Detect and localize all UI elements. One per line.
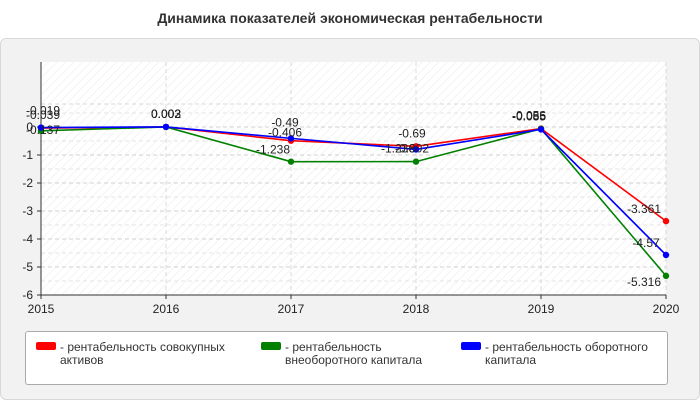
- legend-swatch-blue: [461, 342, 481, 350]
- legend-label: - рентабельность совокупных активов: [60, 340, 225, 367]
- data-point: [537, 126, 545, 133]
- x-tick-label: 2020: [653, 302, 680, 316]
- data-point: [287, 158, 295, 165]
- data-label: -0.802: [395, 141, 429, 155]
- y-tick-label: 0: [26, 120, 33, 134]
- data-label: -0.056: [512, 109, 546, 123]
- data-label: -3.361: [627, 202, 661, 216]
- legend-swatch-red: [36, 342, 56, 350]
- data-point: [662, 272, 670, 280]
- legend-label: - рентабельность оборотного капитала: [485, 340, 648, 367]
- data-point: [412, 158, 420, 165]
- data-label: 0.003: [151, 107, 181, 121]
- data-label: -0.039: [26, 108, 60, 122]
- data-point: [37, 124, 45, 131]
- legend-swatch-green: [261, 342, 281, 350]
- chart-title: Динамика показателей экономическая рента…: [157, 10, 543, 26]
- data-label: -0.019: [26, 104, 60, 118]
- data-point: [162, 123, 170, 131]
- data-label: -0.065: [512, 109, 546, 123]
- data-label: -4.57: [632, 236, 660, 250]
- data-point: [412, 146, 420, 153]
- y-tick-label: -5: [22, 260, 33, 274]
- data-label: 0.002: [151, 107, 181, 121]
- data-point: [662, 251, 670, 259]
- y-tick-label: -6: [22, 288, 33, 302]
- plot-area-hatch: [41, 62, 666, 295]
- legend-label: - рентабельность внеоборотного капитала: [285, 340, 422, 367]
- y-tick-label: -2: [22, 176, 33, 190]
- data-label: -0.085: [512, 109, 546, 123]
- data-label: -0.137: [26, 123, 60, 137]
- x-tick-label: 2017: [278, 302, 305, 316]
- data-label: -1.236: [381, 142, 415, 156]
- data-label: 0.002: [151, 107, 181, 121]
- data-label: -0.406: [268, 125, 302, 139]
- data-point: [662, 217, 670, 225]
- legend: - рентабельность совокупных активов - рен…: [25, 331, 668, 385]
- data-label: -0.49: [271, 116, 299, 130]
- y-tick-label: -3: [22, 204, 33, 218]
- x-tick-label: 2018: [403, 302, 430, 316]
- x-tick-label: 2019: [528, 302, 555, 316]
- y-tick-label: -1: [22, 148, 33, 162]
- data-label: -1.238: [256, 143, 290, 157]
- data-label: -5.316: [627, 275, 661, 289]
- data-label: -0.69: [398, 126, 426, 140]
- x-tick-label: 2016: [153, 302, 180, 316]
- x-tick-label: 2015: [28, 302, 55, 316]
- y-tick-label: -4: [22, 232, 33, 246]
- series-line: [40, 126, 667, 256]
- data-point: [287, 135, 295, 142]
